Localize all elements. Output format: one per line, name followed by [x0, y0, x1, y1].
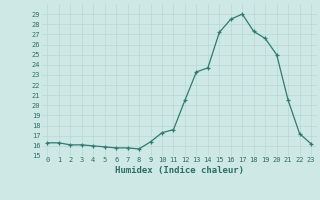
X-axis label: Humidex (Indice chaleur): Humidex (Indice chaleur) — [115, 166, 244, 175]
